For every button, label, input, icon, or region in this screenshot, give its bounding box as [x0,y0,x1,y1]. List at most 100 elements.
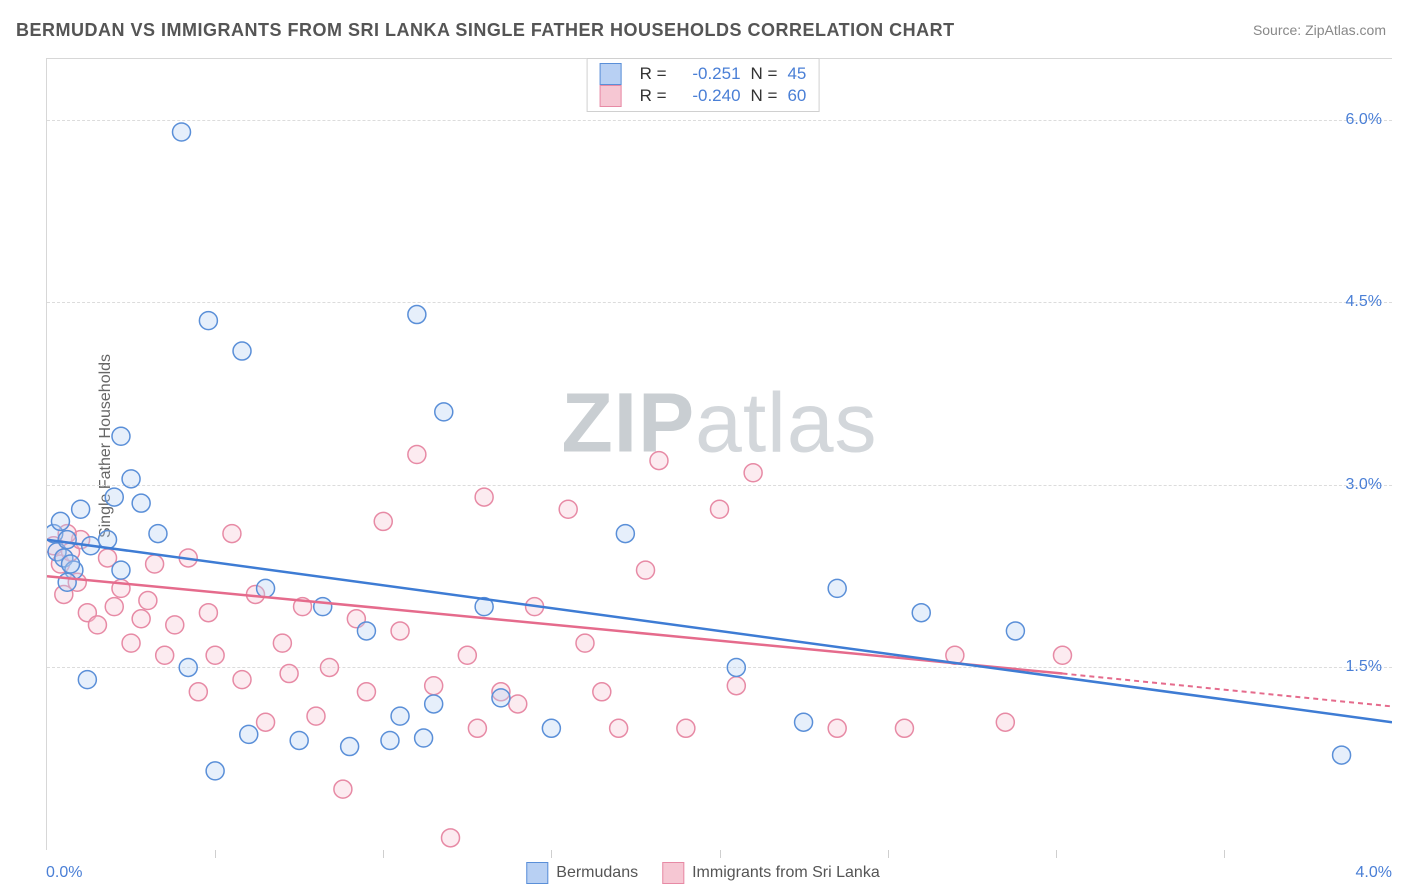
data-point [559,500,577,518]
data-point [273,634,291,652]
data-point [415,729,433,747]
data-point [381,731,399,749]
data-point [435,403,453,421]
data-point [795,713,813,731]
legend-correlation-row: R =-0.251N =45 [600,63,807,85]
data-point [139,592,157,610]
data-point [650,452,668,470]
data-point [334,780,352,798]
legend-series-item: Immigrants from Sri Lanka [662,862,880,884]
data-point [468,719,486,737]
data-point [744,464,762,482]
x-tick [551,850,552,858]
legend-series-label: Immigrants from Sri Lanka [692,864,880,881]
data-point [828,719,846,737]
source-credit: Source: ZipAtlas.com [1253,22,1386,38]
data-point [727,677,745,695]
data-point [408,446,426,464]
data-point [122,634,140,652]
n-label: N = [751,86,778,106]
data-point [173,123,191,141]
n-value: 60 [787,86,806,106]
trend-line [47,540,1392,723]
data-point [88,616,106,634]
x-tick [1224,850,1225,858]
data-point [1006,622,1024,640]
data-point [391,622,409,640]
x-tick [215,850,216,858]
data-point [132,610,150,628]
data-point [233,671,251,689]
x-axis-max-label: 4.0% [1356,864,1392,882]
chart-plot-area: ZIPatlas 1.5%3.0%4.5%6.0% [46,58,1392,850]
data-point [112,427,130,445]
x-axis-min-label: 0.0% [46,864,82,882]
scatter-svg [47,59,1392,850]
data-point [280,665,298,683]
legend-correlation-box: R =-0.251N =45R =-0.240N =60 [587,58,820,112]
data-point [408,306,426,324]
data-point [78,671,96,689]
x-tick [888,850,889,858]
data-point [62,555,80,573]
data-point [593,683,611,701]
data-point [341,738,359,756]
data-point [240,725,258,743]
data-point [357,683,375,701]
data-point [391,707,409,725]
data-point [199,604,217,622]
x-tick [1056,850,1057,858]
data-point [58,573,76,591]
legend-correlation-row: R = -0.240 N = 60 [600,85,807,107]
data-point [223,525,241,543]
data-point [425,677,443,695]
data-point [72,500,90,518]
data-point [206,646,224,664]
data-point [637,561,655,579]
data-point [374,512,392,530]
data-point [51,512,69,530]
data-point [895,719,913,737]
data-point [105,488,123,506]
legend-series: Bermudans Immigrants from Sri Lanka [526,862,879,884]
data-point [492,689,510,707]
data-point [828,579,846,597]
data-point [610,719,628,737]
data-point [146,555,164,573]
data-point [357,622,375,640]
data-point [149,525,167,543]
data-point [677,719,695,737]
data-point [475,488,493,506]
r-label: R = [640,64,667,84]
legend-series-item: Bermudans [526,862,638,884]
data-point [576,634,594,652]
data-point [616,525,634,543]
legend-swatch [526,862,548,884]
legend-swatch [600,85,622,107]
data-point [166,616,184,634]
data-point [257,579,275,597]
data-point [912,604,930,622]
data-point [320,658,338,676]
n-label: N = [751,64,778,84]
r-label: R = [640,86,667,106]
data-point [122,470,140,488]
data-point [156,646,174,664]
chart-title: BERMUDAN VS IMMIGRANTS FROM SRI LANKA SI… [16,20,955,41]
data-point [257,713,275,731]
x-tick [383,850,384,858]
data-point [727,658,745,676]
source-label: Source: [1253,22,1301,38]
trend-line [1062,674,1392,707]
data-point [58,531,76,549]
n-value: 45 [787,64,806,84]
trend-line [47,576,1062,673]
data-point [290,731,308,749]
data-point [132,494,150,512]
r-value: -0.240 [677,86,741,106]
data-point [206,762,224,780]
legend-swatch [662,862,684,884]
data-point [542,719,560,737]
data-point [458,646,476,664]
data-point [307,707,325,725]
